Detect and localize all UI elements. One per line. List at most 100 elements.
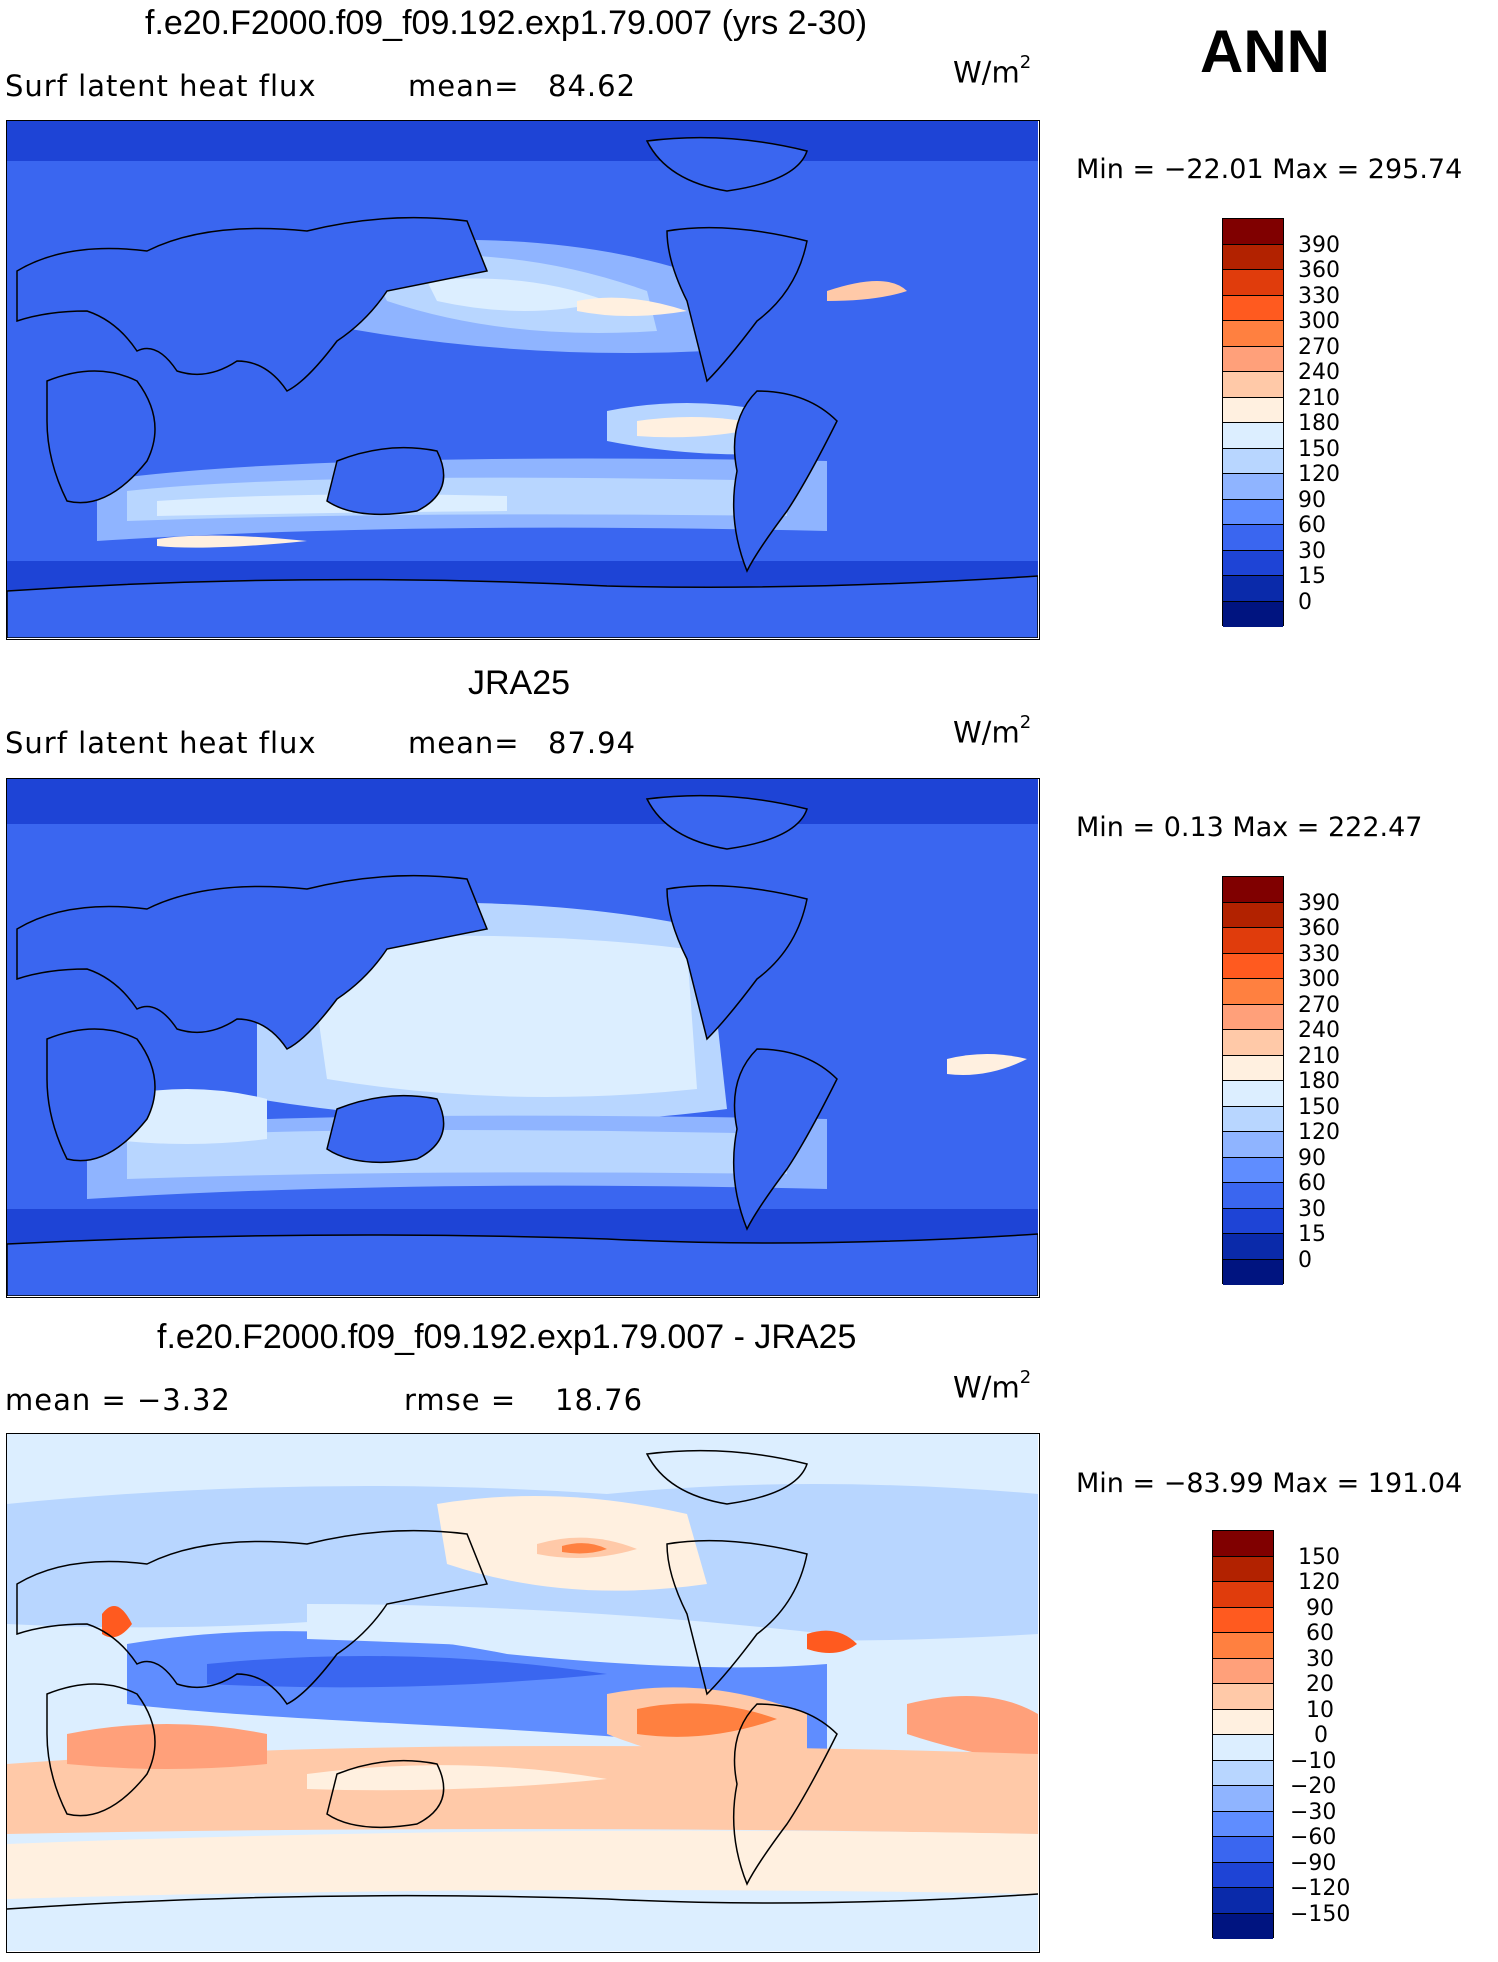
stat-value: 84.62 [548, 69, 637, 103]
map-obs [6, 778, 1040, 1298]
colorbar-tick-label: 30 [1298, 539, 1326, 564]
colorbar-tick-label: 30 [1298, 1197, 1326, 1222]
colorbar-segment [1213, 1531, 1273, 1557]
min-max-label: Min = −22.01 Max = 295.74 [1076, 154, 1463, 185]
colorbar-segment [1213, 1658, 1273, 1684]
colorbar-segment [1213, 1913, 1273, 1939]
colorbar-segment [1223, 1004, 1283, 1030]
colorbar-segment [1223, 499, 1283, 525]
colorbar-segment [1213, 1684, 1273, 1710]
colorbar-segment [1223, 1183, 1283, 1209]
colorbar-segment [1223, 474, 1283, 500]
colorbar-tick-label: 210 [1298, 1044, 1340, 1069]
colorbar-segment [1223, 550, 1283, 576]
colorbar-tick-label: 150 [1298, 1545, 1340, 1570]
min-max-label: Min = −83.99 Max = 191.04 [1076, 1468, 1463, 1499]
colorbar-difference [1212, 1530, 1274, 1939]
colorbar-tick-label: 270 [1298, 335, 1340, 360]
colorbar-tick-label: 0 [1298, 1248, 1312, 1273]
min-max-label: Min = 0.13 Max = 222.47 [1076, 812, 1423, 843]
colorbar-segment [1223, 270, 1283, 296]
colorbar-segment [1223, 1055, 1283, 1081]
variable-label: Surf latent heat flux [5, 69, 317, 103]
colorbar-tick-label: −20 [1290, 1774, 1337, 1799]
panel-title: f.e20.F2000.f09_f09.192.exp1.79.007 - JR… [157, 1318, 857, 1356]
colorbar-tick-label: −150 [1290, 1902, 1351, 1927]
colorbar-segment [1223, 244, 1283, 270]
units-label: W/m2 [953, 52, 1032, 90]
colorbar-tick-label: 180 [1298, 411, 1340, 436]
colorbar-tick-label: −60 [1290, 1825, 1337, 1850]
colorbar-segment [1213, 1556, 1273, 1582]
colorbar-tick-label: 270 [1298, 993, 1340, 1018]
colorbar-segment [1223, 1259, 1283, 1285]
colorbar-tick-label: 240 [1298, 1018, 1340, 1043]
colorbar-tick-label: 60 [1298, 513, 1326, 538]
colorbar-tick-label: 360 [1298, 916, 1340, 941]
colorbar-obs [1222, 876, 1284, 1285]
colorbar-tick-label: 60 [1298, 1171, 1326, 1196]
stat-label: mean= [408, 726, 520, 760]
units-label: W/m2 [953, 712, 1032, 750]
colorbar-segment [1223, 1234, 1283, 1260]
colorbar-tick-label: −30 [1290, 1800, 1337, 1825]
colorbar-segment [1223, 953, 1283, 979]
colorbar-segment [1223, 219, 1283, 245]
colorbar-tick-label: 150 [1298, 437, 1340, 462]
colorbar-segment [1213, 1607, 1273, 1633]
map-model [6, 120, 1040, 640]
colorbar-tick-label: 0 [1314, 1723, 1328, 1748]
colorbar-segment [1213, 1760, 1273, 1786]
stat-label: mean= [408, 69, 520, 103]
units-label: W/m2 [953, 1367, 1032, 1405]
colorbar-tick-label: 120 [1298, 1120, 1340, 1145]
colorbar-segment [1213, 1582, 1273, 1608]
colorbar-segment [1213, 1862, 1273, 1888]
mean-label: mean = −3.32 [5, 1383, 231, 1417]
colorbar-tick-label: 240 [1298, 360, 1340, 385]
colorbar-tick-label: 0 [1298, 590, 1312, 615]
colorbar-tick-label: −10 [1290, 1749, 1337, 1774]
colorbar-segment [1213, 1811, 1273, 1837]
colorbar-segment [1223, 979, 1283, 1005]
colorbar-tick-label: 300 [1298, 967, 1340, 992]
colorbar-segment [1213, 1709, 1273, 1735]
colorbar-segment [1223, 902, 1283, 928]
colorbar-tick-label: 60 [1306, 1621, 1334, 1646]
season-label: ANN [1200, 18, 1330, 85]
map-difference [6, 1433, 1040, 1953]
colorbar-tick-label: 330 [1298, 284, 1340, 309]
colorbar-model [1222, 218, 1284, 627]
colorbar-segment [1223, 877, 1283, 903]
colorbar-segment [1223, 448, 1283, 474]
colorbar-tick-label: 15 [1298, 1222, 1326, 1247]
colorbar-tick-label: 30 [1306, 1647, 1334, 1672]
colorbar-tick-label: 120 [1298, 462, 1340, 487]
stat-label: rmse = [404, 1383, 517, 1417]
panel-title: JRA25 [468, 664, 571, 702]
colorbar-segment [1223, 1081, 1283, 1107]
colorbar-segment [1223, 1030, 1283, 1056]
colorbar-segment [1213, 1786, 1273, 1812]
colorbar-segment [1213, 1633, 1273, 1659]
colorbar-tick-label: 90 [1298, 488, 1326, 513]
colorbar-tick-label: −90 [1290, 1851, 1337, 1876]
panel-title: f.e20.F2000.f09_f09.192.exp1.79.007 (yrs… [145, 4, 868, 42]
colorbar-tick-label: 150 [1298, 1095, 1340, 1120]
colorbar-tick-label: −120 [1290, 1876, 1351, 1901]
variable-label: Surf latent heat flux [5, 726, 317, 760]
colorbar-segment [1223, 1208, 1283, 1234]
colorbar-segment [1223, 1157, 1283, 1183]
colorbar-segment [1213, 1735, 1273, 1761]
colorbar-tick-label: 90 [1298, 1146, 1326, 1171]
colorbar-segment [1213, 1837, 1273, 1863]
colorbar-tick-label: 330 [1298, 942, 1340, 967]
colorbar-tick-label: 360 [1298, 258, 1340, 283]
colorbar-segment [1223, 372, 1283, 398]
colorbar-segment [1223, 346, 1283, 372]
colorbar-segment [1223, 423, 1283, 449]
colorbar-segment [1223, 601, 1283, 627]
colorbar-tick-label: 210 [1298, 386, 1340, 411]
colorbar-segment [1223, 321, 1283, 347]
colorbar-segment [1223, 576, 1283, 602]
